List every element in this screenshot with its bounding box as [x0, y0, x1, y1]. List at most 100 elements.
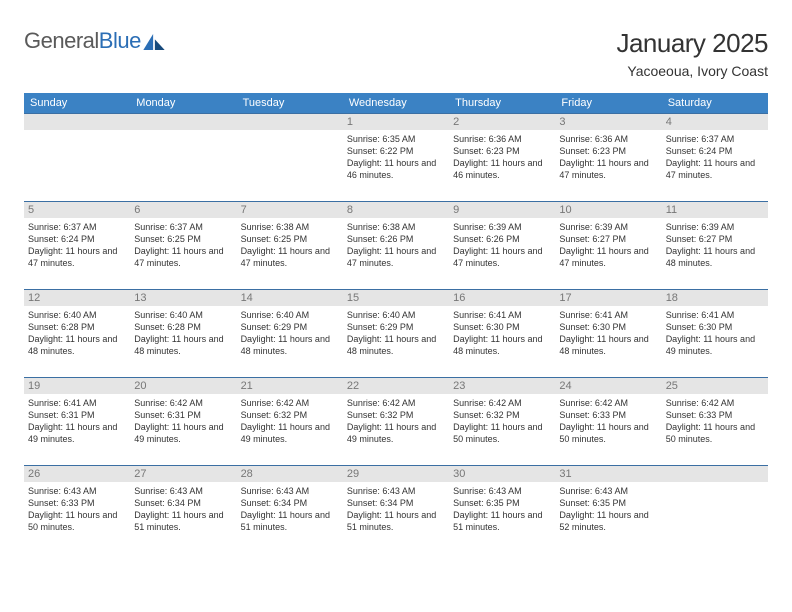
day-details: Sunrise: 6:40 AMSunset: 6:29 PMDaylight:… — [347, 309, 445, 358]
day-number: 8 — [343, 202, 449, 218]
calendar-cell: 22 Sunrise: 6:42 AMSunset: 6:32 PMDayligh… — [343, 378, 449, 466]
calendar-week-row: 19 Sunrise: 6:41 AMSunset: 6:31 PMDayligh… — [24, 378, 768, 466]
calendar-cell: 18Sunrise: 6:41 AMSunset: 6:30 PMDayligh… — [662, 290, 768, 378]
day-details: Sunrise: 6:39 AMSunset: 6:27 PMDaylight:… — [559, 221, 657, 270]
calendar-cell: 6 Sunrise: 6:37 AMSunset: 6:25 PMDaylight… — [130, 202, 236, 290]
day-details: Sunrise: 6:42 AMSunset: 6:31 PMDaylight:… — [134, 397, 232, 446]
calendar-cell: 27Sunrise: 6:43 AMSunset: 6:34 PMDayligh… — [130, 466, 236, 554]
calendar-cell: 29 Sunrise: 6:43 AMSunset: 6:34 PMDayligh… — [343, 466, 449, 554]
title-block: January 2025 Yacoeoua, Ivory Coast — [616, 28, 768, 79]
calendar-week-row: 1 Sunrise: 6:35 AMSunset: 6:22 PMDaylight… — [24, 114, 768, 202]
calendar-cell: 20 Sunrise: 6:42 AMSunset: 6:31 PMDayligh… — [130, 378, 236, 466]
day-details: Sunrise: 6:41 AMSunset: 6:30 PMDaylight:… — [559, 309, 657, 358]
day-number: 28 — [237, 466, 343, 482]
day-number: 19 — [24, 378, 130, 394]
calendar-page: GeneralBlue January 2025 Yacoeoua, Ivory… — [0, 0, 792, 566]
day-number: 15 — [343, 290, 449, 306]
day-number: 6 — [130, 202, 236, 218]
calendar-cell: 30Sunrise: 6:43 AMSunset: 6:35 PMDayligh… — [449, 466, 555, 554]
day-number: 20 — [130, 378, 236, 394]
calendar-cell: 28 Sunrise: 6:43 AMSunset: 6:34 PMDayligh… — [237, 466, 343, 554]
calendar-cell: 15 Sunrise: 6:40 AMSunset: 6:29 PMDayligh… — [343, 290, 449, 378]
weekday-header: Sunday — [24, 93, 130, 114]
day-number: 1 — [343, 114, 449, 130]
day-number: 31 — [555, 466, 661, 482]
day-details: Sunrise: 6:40 AMSunset: 6:28 PMDaylight:… — [28, 309, 126, 358]
day-details: Sunrise: 6:43 AMSunset: 6:34 PMDaylight:… — [241, 485, 339, 534]
day-number: 12 — [24, 290, 130, 306]
day-details: Sunrise: 6:41 AMSunset: 6:31 PMDaylight:… — [28, 397, 126, 446]
day-details: Sunrise: 6:42 AMSunset: 6:33 PMDaylight:… — [666, 397, 764, 446]
day-number: 3 — [555, 114, 661, 130]
location-subtitle: Yacoeoua, Ivory Coast — [616, 63, 768, 79]
day-number: 23 — [449, 378, 555, 394]
day-details: Sunrise: 6:40 AMSunset: 6:29 PMDaylight:… — [241, 309, 339, 358]
page-header: GeneralBlue January 2025 Yacoeoua, Ivory… — [24, 28, 768, 79]
calendar-cell: 7 Sunrise: 6:38 AMSunset: 6:25 PMDaylight… — [237, 202, 343, 290]
day-details: Sunrise: 6:35 AMSunset: 6:22 PMDaylight:… — [347, 133, 445, 182]
calendar-cell: 24 Sunrise: 6:42 AMSunset: 6:33 PMDayligh… — [555, 378, 661, 466]
day-number: 18 — [662, 290, 768, 306]
calendar-cell: 14 Sunrise: 6:40 AMSunset: 6:29 PMDayligh… — [237, 290, 343, 378]
day-details: Sunrise: 6:42 AMSunset: 6:32 PMDaylight:… — [453, 397, 551, 446]
day-details: Sunrise: 6:38 AMSunset: 6:25 PMDaylight:… — [241, 221, 339, 270]
day-number: 27 — [130, 466, 236, 482]
calendar-cell: 16 Sunrise: 6:41 AMSunset: 6:30 PMDayligh… — [449, 290, 555, 378]
day-details: Sunrise: 6:40 AMSunset: 6:28 PMDaylight:… — [134, 309, 232, 358]
day-details: Sunrise: 6:37 AMSunset: 6:24 PMDaylight:… — [666, 133, 764, 182]
calendar-cell — [24, 114, 130, 202]
calendar-cell — [662, 466, 768, 554]
weekday-header: Thursday — [449, 93, 555, 114]
day-number: 30 — [449, 466, 555, 482]
day-number: 5 — [24, 202, 130, 218]
weekday-header: Saturday — [662, 93, 768, 114]
calendar-table: SundayMondayTuesdayWednesdayThursdayFrid… — [24, 93, 768, 554]
calendar-cell: 25Sunrise: 6:42 AMSunset: 6:33 PMDayligh… — [662, 378, 768, 466]
day-details: Sunrise: 6:36 AMSunset: 6:23 PMDaylight:… — [453, 133, 551, 182]
day-number: 10 — [555, 202, 661, 218]
day-number-empty — [237, 114, 343, 130]
calendar-cell: 10 Sunrise: 6:39 AMSunset: 6:27 PMDayligh… — [555, 202, 661, 290]
brand-logo: GeneralBlue — [24, 28, 165, 54]
weekday-header: Tuesday — [237, 93, 343, 114]
day-number: 13 — [130, 290, 236, 306]
day-details: Sunrise: 6:43 AMSunset: 6:34 PMDaylight:… — [347, 485, 445, 534]
day-number: 22 — [343, 378, 449, 394]
day-number: 7 — [237, 202, 343, 218]
calendar-cell: 12 Sunrise: 6:40 AMSunset: 6:28 PMDayligh… — [24, 290, 130, 378]
calendar-cell: 11Sunrise: 6:39 AMSunset: 6:27 PMDayligh… — [662, 202, 768, 290]
day-number-empty — [130, 114, 236, 130]
day-details: Sunrise: 6:42 AMSunset: 6:32 PMDaylight:… — [241, 397, 339, 446]
calendar-week-row: 12Sunrise: 6:40 AMSunset: 6:28 PMDayligh… — [24, 290, 768, 378]
day-details: Sunrise: 6:36 AMSunset: 6:23 PMDaylight:… — [559, 133, 657, 182]
calendar-cell: 1 Sunrise: 6:35 AMSunset: 6:22 PMDaylight… — [343, 114, 449, 202]
day-number: 29 — [343, 466, 449, 482]
weekday-header: Wednesday — [343, 93, 449, 114]
day-number: 24 — [555, 378, 661, 394]
sail-icon — [143, 34, 165, 50]
calendar-cell — [130, 114, 236, 202]
day-details: Sunrise: 6:37 AMSunset: 6:25 PMDaylight:… — [134, 221, 232, 270]
calendar-cell: 4 Sunrise: 6:37 AMSunset: 6:24 PMDaylight… — [662, 114, 768, 202]
day-number: 16 — [449, 290, 555, 306]
day-details: Sunrise: 6:39 AMSunset: 6:26 PMDaylight:… — [453, 221, 551, 270]
day-details: Sunrise: 6:41 AMSunset: 6:30 PMDaylight:… — [453, 309, 551, 358]
calendar-cell: 23 Sunrise: 6:42 AMSunset: 6:32 PMDayligh… — [449, 378, 555, 466]
day-number: 26 — [24, 466, 130, 482]
weekday-header: Friday — [555, 93, 661, 114]
day-number: 4 — [662, 114, 768, 130]
brand-part2: Blue — [99, 28, 141, 54]
month-title: January 2025 — [616, 28, 768, 59]
day-details: Sunrise: 6:43 AMSunset: 6:35 PMDaylight:… — [559, 485, 657, 534]
calendar-cell: 21Sunrise: 6:42 AMSunset: 6:32 PMDayligh… — [237, 378, 343, 466]
weekday-header: Monday — [130, 93, 236, 114]
day-number: 14 — [237, 290, 343, 306]
day-details: Sunrise: 6:42 AMSunset: 6:33 PMDaylight:… — [559, 397, 657, 446]
calendar-cell: 9 Sunrise: 6:39 AMSunset: 6:26 PMDaylight… — [449, 202, 555, 290]
calendar-cell: 26Sunrise: 6:43 AMSunset: 6:33 PMDayligh… — [24, 466, 130, 554]
calendar-cell: 19 Sunrise: 6:41 AMSunset: 6:31 PMDayligh… — [24, 378, 130, 466]
day-number: 9 — [449, 202, 555, 218]
day-details: Sunrise: 6:42 AMSunset: 6:32 PMDaylight:… — [347, 397, 445, 446]
calendar-cell: 8Sunrise: 6:38 AMSunset: 6:26 PMDaylight… — [343, 202, 449, 290]
day-number: 11 — [662, 202, 768, 218]
